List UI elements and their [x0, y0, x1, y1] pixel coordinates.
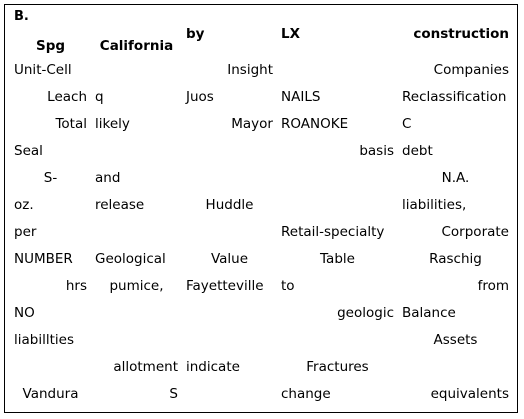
table-row: liabillties Assets: [10, 326, 513, 353]
table-row: Leach q Juos NAILS Reclassification: [10, 83, 513, 110]
table-row: allotment indicate Fractures: [10, 353, 513, 380]
header-row: Spg California by LX construction: [10, 22, 513, 56]
table-cell: S: [169, 385, 178, 402]
column-header-construction: construction: [413, 26, 509, 42]
table-cell: Leach: [47, 88, 87, 105]
table-cell: NO: [14, 304, 35, 321]
table-cell: [91, 56, 182, 83]
table-cell: Companies: [433, 61, 509, 78]
table-cell: [277, 56, 398, 83]
table-cell: liabilities,: [402, 196, 467, 213]
table-row: Total likely Mayor ROANOKE C: [10, 110, 513, 137]
table-cell: NAILS: [281, 88, 321, 105]
table-cell: geologic: [337, 304, 394, 321]
table-cell: Insight: [227, 61, 273, 78]
table-cell: Geological: [95, 250, 166, 267]
table-cell: Fractures: [306, 358, 369, 375]
table-cell: [182, 326, 277, 353]
table-cell: C: [402, 115, 412, 132]
table-cell: oz.: [14, 196, 34, 213]
table-cell: debt: [402, 142, 433, 159]
table-row: oz. release Huddle liabilities,: [10, 191, 513, 218]
table-cell: Unit-Cell: [14, 61, 72, 78]
table-cell: Value: [210, 250, 249, 267]
table-row: Unit-Cell Insight Companies: [10, 56, 513, 83]
table-cell: N.A.: [441, 169, 470, 186]
table-cell: and: [95, 169, 121, 186]
table-cell: liabillties: [14, 331, 74, 348]
table-cell: [10, 353, 91, 380]
column-header-lx: LX: [281, 26, 301, 42]
table-row: S- and N.A.: [10, 164, 513, 191]
table-cell: likely: [95, 115, 130, 132]
table-cell: basis: [359, 142, 394, 159]
table-cell: Mayor: [231, 115, 273, 132]
table-cell: Assets: [433, 331, 478, 348]
table-cell: Reclassification: [402, 88, 507, 105]
data-table: Spg California by LX construction Unit-C…: [10, 22, 513, 407]
table-cell: from: [477, 277, 509, 294]
table-cell: Vandura: [22, 385, 79, 402]
table-cell: Raschig: [429, 250, 482, 267]
column-header-spg: Spg: [35, 38, 66, 54]
table-frame: [4, 4, 518, 413]
table-cell: [398, 353, 513, 380]
table-cell: Retail-specialty: [281, 223, 385, 240]
table-cell: ROANOKE: [281, 115, 349, 132]
table-cell: [277, 326, 398, 353]
table-cell: pumice,: [109, 277, 164, 294]
table-cell: S-: [43, 169, 58, 186]
table-row: Vandura S change equivalents: [10, 380, 513, 407]
table-cell: [182, 380, 277, 407]
column-header-by: by: [186, 26, 205, 42]
table-cell: Corporate: [441, 223, 510, 240]
column-header-california: California: [99, 38, 174, 54]
table-cell: Seal: [14, 142, 43, 159]
table-cell: per: [14, 223, 37, 240]
table-row: per Retail-specialty Corporate: [10, 218, 513, 245]
table-cell: hrs: [65, 277, 87, 294]
section-label: B.: [14, 9, 29, 24]
table-cell: equivalents: [430, 385, 509, 402]
table-cell: [277, 191, 398, 218]
table-cell: Huddle: [205, 196, 254, 213]
table-cell: NUMBER: [14, 250, 73, 267]
table-cell: to: [281, 277, 295, 294]
table-cell: [91, 299, 182, 326]
table-cell: release: [95, 196, 145, 213]
table-row: NUMBER Geological Value Table Raschig: [10, 245, 513, 272]
table-cell: allotment: [113, 358, 178, 375]
table-cell: indicate: [186, 358, 240, 375]
table-cell: Balance: [402, 304, 456, 321]
table-cell: Fayetteville: [186, 277, 264, 294]
table-row: hrs pumice, Fayetteville to from: [10, 272, 513, 299]
table-cell: [182, 299, 277, 326]
table-cell: [91, 326, 182, 353]
table-cell: [277, 164, 398, 191]
table-cell: q: [95, 88, 104, 105]
table-cell: [182, 164, 277, 191]
table-row: Seal basis debt: [10, 137, 513, 164]
table-row: NO geologic Balance: [10, 299, 513, 326]
table-cell: Total: [55, 115, 87, 132]
table-cell: Table: [320, 250, 355, 267]
table-cell: [91, 218, 182, 245]
table-cell: [182, 137, 277, 164]
table-cell: Juos: [186, 88, 214, 105]
table-cell: change: [281, 385, 331, 402]
table-cell: [182, 218, 277, 245]
table-cell: [91, 137, 182, 164]
